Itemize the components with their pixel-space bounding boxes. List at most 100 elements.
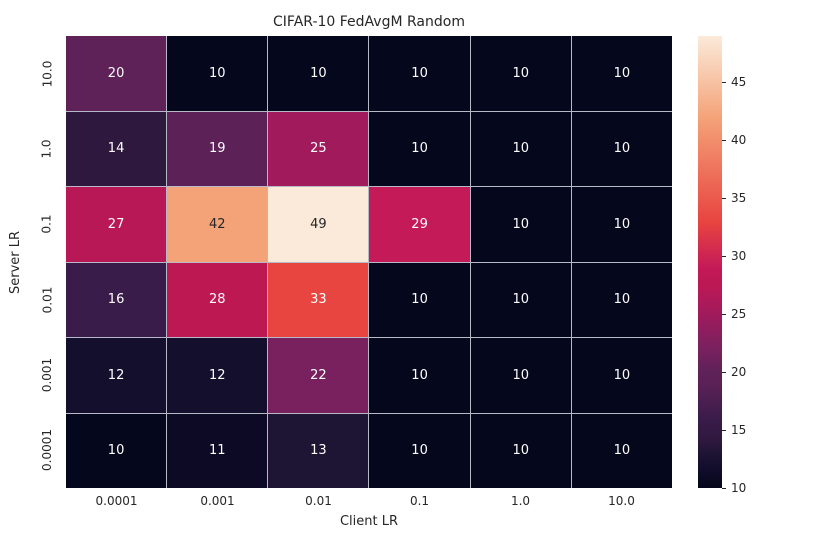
heatmap-cell: 10 [571,262,672,337]
y-tick-label: 0.0001 [32,413,62,488]
colorbar-tick: 30 [722,249,746,263]
y-tick-label-text: 0.001 [40,357,55,393]
heatmap-cell-value: 10 [512,65,530,81]
colorbar-tick-mark [722,139,726,141]
heatmap-cell-value: 20 [107,65,125,81]
y-tick-label: 1.0 [32,111,62,186]
heatmap-cell-value: 10 [613,367,631,383]
heatmap-cell-value: 10 [512,141,530,157]
colorbar-tick: 15 [722,423,746,437]
y-tick-label-text: 0.1 [40,214,54,234]
heatmap-cell-value: 10 [411,141,428,157]
colorbar-tick-mark [722,371,726,373]
y-tick-label-text: 10.0 [40,60,54,88]
heatmap-cell: 27 [66,187,167,262]
y-axis-ticks: 10.0 1.0 0.1 0.01 0.001 0.0001 [32,36,62,488]
heatmap-cell: 13 [268,413,369,488]
heatmap-cell-value: 10 [411,65,428,81]
heatmap-cell-value: 12 [107,367,125,383]
y-tick-label: 10.0 [32,36,62,111]
heatmap-cell: 10 [571,413,672,488]
heatmap-cell-value: 10 [613,141,631,157]
heatmap-cell-value: 28 [208,292,226,308]
y-axis-label: Server LR [4,36,28,488]
y-tick-label: 0.001 [32,337,62,412]
x-tick-label: 0.1 [409,494,430,508]
heatmap-cell: 29 [369,187,470,262]
colorbar-tick: 35 [722,191,746,205]
colorbar-tick-mark [722,429,726,431]
colorbar-tick-value: 45 [731,75,747,90]
y-axis-label-text: Server LR [8,230,24,294]
heatmap-cell: 10 [369,338,470,413]
colorbar-tick-mark [722,255,726,257]
colorbar [698,36,722,488]
colorbar-tick-labels: 10 15 20 25 30 35 40 45 [722,36,782,495]
heatmap-cell: 10 [369,262,470,337]
heatmap-cell: 10 [470,413,571,488]
colorbar-tick-value: 20 [731,365,747,380]
heatmap-cell: 10 [369,111,470,186]
y-tick-label-text: 0.01 [40,286,54,313]
heatmap-cell-value: 10 [107,443,125,459]
heatmap-cell: 10 [369,413,470,488]
colorbar-tick: 45 [722,75,746,89]
x-axis-label: Client LR [339,514,399,529]
colorbar-tick-value: 35 [731,191,747,206]
heatmap-cell-value: 10 [411,367,428,383]
x-axis-ticks: 0.0001 0.001 0.01 0.1 1.0 10.0 [66,494,672,508]
heatmap-cell: 14 [66,111,167,186]
heatmap-cell-value: 10 [613,216,631,232]
colorbar-tick-mark [722,197,726,199]
heatmap-cell: 10 [571,187,672,262]
colorbar-tick-value: 30 [731,249,747,264]
heatmap-cell-value: 10 [512,367,530,383]
y-tick-label: 0.1 [32,187,62,262]
heatmap-cell-value: 10 [512,443,530,459]
heatmap-cell: 10 [571,338,672,413]
heatmap-cell-value: 25 [310,141,327,157]
heatmap-cell-value: 10 [411,443,428,459]
heatmap-cell: 10 [369,36,470,111]
heatmap-cell-value: 49 [310,216,327,232]
heatmap-cell-value: 19 [208,141,226,157]
heatmap-cell-value: 10 [613,292,631,308]
colorbar-tick-value: 40 [731,133,747,148]
colorbar-tick: 20 [722,365,746,379]
heatmap-cell: 10 [268,36,369,111]
y-tick-label-text: 0.0001 [40,429,54,472]
heatmap-cell-value: 10 [411,292,428,308]
colorbar-tick-value: 25 [731,307,747,322]
colorbar-tick-mark [722,81,726,83]
heatmap-cell: 25 [268,111,369,186]
heatmap-cell-value: 11 [208,443,226,459]
heatmap-cell: 10 [571,111,672,186]
heatmap-cell-value: 13 [310,443,327,459]
chart-title: CIFAR-10 FedAvgM Random [273,14,465,30]
heatmap-cell-value: 10 [613,443,631,459]
heatmap-cell: 10 [167,36,268,111]
heatmap-cell-value: 29 [411,216,428,232]
heatmap-cell: 10 [470,262,571,337]
y-tick-label-text: 1.0 [40,139,54,159]
heatmap-cell-value: 10 [310,65,327,81]
heatmap-cell: 20 [66,36,167,111]
x-tick-label: 0.0001 [95,494,138,508]
heatmap-cell-value: 27 [107,216,125,232]
heatmap-cell: 33 [268,262,369,337]
colorbar-tick-mark [722,487,726,489]
heatmap-cell: 10 [470,338,571,413]
heatmap-cell: 42 [167,187,268,262]
heatmap-cell-value: 14 [107,141,125,157]
x-tick-label: 0.001 [200,494,235,508]
heatmap-cell-value: 16 [107,292,125,308]
heatmap-cell: 10 [66,413,167,488]
heatmap-cell: 12 [66,338,167,413]
colorbar-tick: 10 [722,481,746,495]
heatmap-cell-value: 10 [512,216,530,232]
heatmap-cell: 11 [167,413,268,488]
heatmap-cell-value: 12 [208,367,226,383]
heatmap-cell: 16 [66,262,167,337]
heatmap-grid: 20 10 10 10 10 10 14 19 25 10 10 10 27 42 49 29 10 10 16 28… [66,36,672,488]
